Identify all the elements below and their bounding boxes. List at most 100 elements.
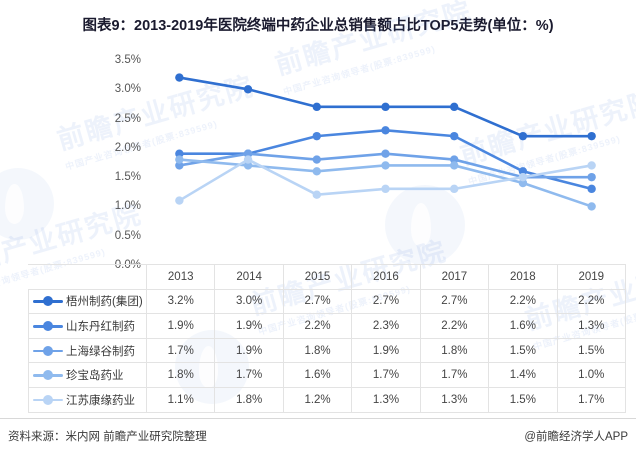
table-cell: 2.2% bbox=[282, 313, 353, 339]
y-axis-tick-label: 2.5% bbox=[114, 112, 141, 125]
table-row: 梧州制药(集团) 3.2% 3.0% 2.7% 2.7% 2.7% 2.2% 2.2% bbox=[28, 288, 627, 315]
data-point bbox=[518, 131, 528, 141]
legend-item-1[interactable]: 梧州制药(集团) bbox=[28, 288, 147, 315]
data-point bbox=[450, 161, 459, 170]
table-column-header: 2014 bbox=[214, 264, 284, 290]
data-table: 2013 2014 2015 2016 2017 2018 2019 梧州制药(集团) 3.2%… bbox=[28, 264, 627, 413]
table-cell: 3.0% bbox=[214, 288, 284, 315]
legend-item-5[interactable]: 江苏康缘药业 bbox=[28, 386, 147, 413]
data-point bbox=[587, 161, 596, 170]
data-point bbox=[243, 149, 253, 158]
data-point bbox=[518, 178, 528, 188]
data-point bbox=[312, 155, 321, 164]
data-point bbox=[450, 131, 459, 141]
source-note: 资料来源：米内网 前瞻产业研究院整理 bbox=[8, 431, 207, 443]
table-cell: 1.8% bbox=[282, 337, 353, 364]
footer-divider bbox=[0, 418, 636, 419]
watermark-logo bbox=[0, 168, 54, 240]
table-cell: 1.6% bbox=[488, 313, 558, 339]
data-point bbox=[243, 155, 253, 164]
legend-item-4[interactable]: 珍宝岛药业 bbox=[28, 362, 147, 388]
table-row: 珍宝岛药业 1.8% 1.7% 1.6% 1.7% 1.7% 1.4% 1.0% bbox=[28, 362, 627, 388]
page-title: 图表9：2013-2019年医院终端中药企业总销售额占比TOP5走势(单位：%) bbox=[82, 18, 554, 34]
data-point bbox=[175, 149, 184, 158]
data-point bbox=[381, 184, 390, 194]
data-point bbox=[450, 155, 459, 164]
data-point bbox=[312, 131, 321, 141]
table-column-header: 2013 bbox=[145, 264, 216, 290]
table-cell: 1.3% bbox=[556, 313, 627, 339]
table-cell: 1.5% bbox=[488, 386, 558, 413]
y-axis-tick-label: 3.5% bbox=[114, 54, 141, 66]
legend-label: 上海绿谷制药 bbox=[66, 345, 135, 358]
plot-area bbox=[145, 60, 626, 265]
legend-marker-icon bbox=[33, 345, 63, 357]
legend-marker-icon bbox=[33, 394, 63, 406]
table-cell: 2.2% bbox=[419, 313, 490, 339]
table-cell: 1.4% bbox=[488, 362, 558, 388]
series-line bbox=[178, 128, 593, 191]
table-cell: 2.2% bbox=[488, 288, 558, 315]
table-cell: 1.9% bbox=[214, 337, 284, 364]
y-axis-tick-label: 3.0% bbox=[114, 83, 141, 96]
table-cell: 1.3% bbox=[419, 386, 490, 413]
data-point bbox=[175, 155, 184, 164]
table-row: 江苏康缘药业 1.1% 1.8% 1.2% 1.3% 1.3% 1.5% 1.7% bbox=[28, 386, 627, 413]
brand-note: @前瞻经济学人APP bbox=[524, 431, 628, 443]
legend-marker-icon bbox=[33, 369, 63, 381]
data-point bbox=[243, 161, 253, 170]
y-axis-tick-label: 0.5% bbox=[114, 229, 141, 242]
data-table-container: 2013 2014 2015 2016 2017 2018 2019 梧州制药(集团) 3.2%… bbox=[28, 264, 627, 413]
table-column-header: 2016 bbox=[351, 264, 421, 290]
table-row: 上海绿谷制药 1.7% 1.9% 1.8% 1.9% 1.8% 1.5% 1.5% bbox=[28, 337, 627, 364]
table-cell: 2.7% bbox=[282, 288, 353, 315]
table-column-header: 2015 bbox=[282, 264, 353, 290]
data-point bbox=[450, 184, 459, 194]
data-point bbox=[381, 161, 390, 170]
legend-marker-icon bbox=[33, 295, 63, 307]
table-cell: 1.5% bbox=[556, 337, 627, 364]
table-cell: 2.7% bbox=[351, 288, 421, 315]
table-cell: 1.9% bbox=[214, 313, 284, 339]
table-cell: 1.7% bbox=[351, 362, 421, 388]
data-point bbox=[518, 167, 528, 176]
legend-item-3[interactable]: 上海绿谷制药 bbox=[28, 337, 147, 364]
legend-item-2[interactable]: 山东丹红制药 bbox=[28, 313, 147, 339]
data-point bbox=[312, 167, 321, 176]
data-point bbox=[587, 202, 596, 211]
table-cell: 2.3% bbox=[351, 313, 421, 339]
table-column-header: 2019 bbox=[556, 264, 627, 290]
data-point bbox=[381, 126, 390, 135]
y-axis-tick-label: 1.0% bbox=[114, 200, 141, 213]
data-point bbox=[587, 184, 596, 194]
table-corner-cell bbox=[28, 264, 147, 290]
table-cell: 1.3% bbox=[351, 386, 421, 413]
legend-marker-icon bbox=[33, 320, 63, 332]
legend-label: 梧州制药(集团) bbox=[66, 296, 143, 309]
table-cell: 1.7% bbox=[419, 362, 490, 388]
table-cell: 3.2% bbox=[145, 288, 216, 315]
data-point bbox=[312, 190, 321, 199]
data-point bbox=[587, 172, 596, 182]
table-column-header: 2018 bbox=[488, 264, 558, 290]
data-point bbox=[175, 196, 184, 205]
table-cell: 2.2% bbox=[556, 288, 627, 315]
data-point bbox=[381, 149, 390, 158]
y-axis-tick-label: 2.0% bbox=[114, 141, 141, 154]
table-cell: 1.8% bbox=[214, 386, 284, 413]
data-point bbox=[518, 172, 528, 182]
series-4 bbox=[175, 155, 596, 211]
table-header-row: 2013 2014 2015 2016 2017 2018 2019 bbox=[28, 264, 627, 290]
table-cell: 1.6% bbox=[282, 362, 353, 388]
table-cell: 1.1% bbox=[145, 386, 216, 413]
table-cell: 1.8% bbox=[419, 337, 490, 364]
y-axis: 0.0% 0.5% 1.0% 1.5% 2.0% 2.5% 3.0% 3.5% bbox=[93, 54, 141, 271]
table-cell: 1.9% bbox=[145, 313, 216, 339]
legend-label: 江苏康缘药业 bbox=[66, 394, 135, 407]
data-point bbox=[175, 73, 184, 82]
data-point bbox=[450, 102, 459, 112]
table-cell: 1.7% bbox=[214, 362, 284, 388]
table-cell: 1.7% bbox=[556, 386, 627, 413]
data-point bbox=[312, 102, 321, 112]
